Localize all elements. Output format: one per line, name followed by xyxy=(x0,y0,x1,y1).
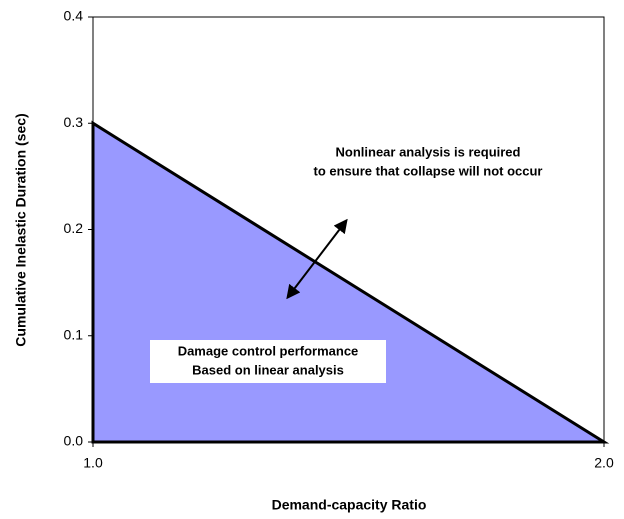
annotation: to ensure that collapse will not occur xyxy=(314,163,543,178)
y-tick-label: 0.1 xyxy=(64,326,84,342)
x-tick-label: 2.0 xyxy=(594,455,614,471)
x-axis-label: Demand-capacity Ratio xyxy=(272,497,427,513)
annotation: Based on linear analysis xyxy=(192,362,344,377)
y-tick-label: 0.3 xyxy=(64,114,84,130)
annotation: Nonlinear analysis is required xyxy=(336,144,521,159)
y-tick-label: 0.2 xyxy=(64,220,84,236)
arrow xyxy=(286,218,348,300)
annotation-box xyxy=(150,340,386,383)
y-tick-label: 0.0 xyxy=(64,433,84,449)
annotation: Damage control performance xyxy=(178,343,359,358)
x-tick-label: 1.0 xyxy=(83,455,103,471)
y-axis-label: Cumulative Inelastic Duration (sec) xyxy=(13,113,29,346)
y-tick-label: 0.4 xyxy=(64,8,84,24)
